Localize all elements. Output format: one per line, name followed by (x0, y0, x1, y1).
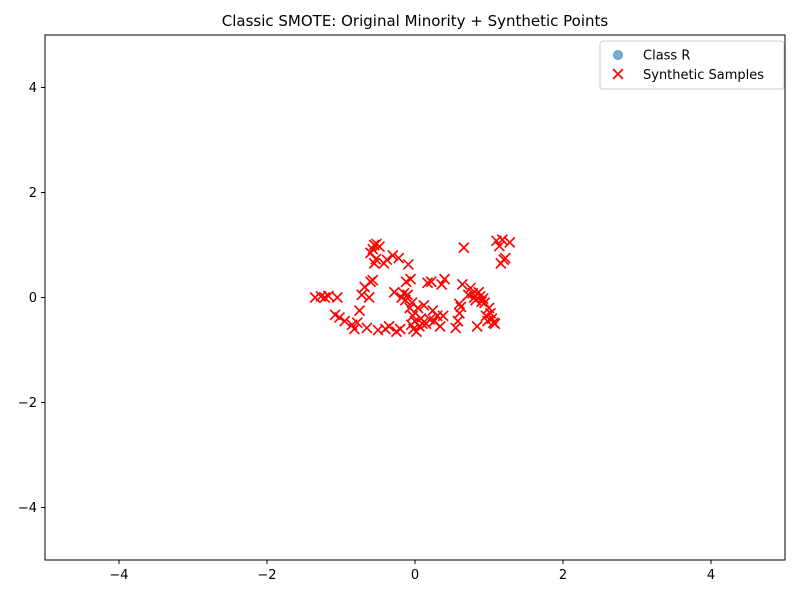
y-tick-label: −2 (18, 396, 37, 411)
legend-label-class-r: Class R (643, 49, 690, 64)
point-synthetic-samples (339, 315, 351, 327)
x-tick-label: −4 (109, 568, 128, 583)
point-synthetic-samples (393, 252, 405, 264)
point-synthetic-samples (434, 320, 446, 332)
point-synthetic-samples (422, 277, 434, 289)
point-synthetic-samples (398, 287, 410, 299)
point-synthetic-samples (387, 249, 399, 262)
point-synthetic-samples (331, 291, 343, 304)
point-synthetic-samples (333, 311, 346, 324)
x-tick-label: 2 (559, 568, 567, 583)
point-synthetic-samples (450, 322, 462, 334)
point-synthetic-samples (436, 278, 448, 290)
point-synthetic-samples (353, 305, 366, 317)
legend-label-synthetic-samples: Synthetic Samples (643, 68, 764, 83)
point-synthetic-samples (489, 318, 501, 330)
legend-box (599, 40, 785, 90)
plot-area (309, 234, 516, 338)
axes-frame (44, 34, 786, 561)
point-synthetic-samples (455, 301, 467, 313)
point-synthetic-samples (439, 273, 451, 285)
point-synthetic-samples (373, 241, 386, 253)
point-synthetic-samples (402, 289, 414, 301)
point-synthetic-samples (412, 302, 424, 314)
y-tick-label: 4 (29, 81, 37, 96)
point-synthetic-samples (458, 242, 470, 254)
y-tick-label: 0 (29, 291, 37, 306)
x-tick-label: 4 (707, 568, 715, 583)
point-synthetic-samples (388, 286, 400, 298)
point-synthetic-samples (361, 322, 373, 334)
point-synthetic-samples (425, 276, 437, 288)
point-synthetic-samples (456, 278, 468, 290)
point-synthetic-samples (322, 290, 334, 302)
point-synthetic-samples (363, 291, 375, 304)
point-synthetic-samples (496, 234, 508, 246)
point-synthetic-samples (348, 323, 360, 335)
chart-title: Classic SMOTE: Original Minority + Synth… (222, 12, 609, 30)
point-synthetic-samples (416, 318, 428, 330)
point-synthetic-samples (437, 310, 449, 322)
point-synthetic-samples (319, 291, 331, 304)
point-synthetic-samples (402, 258, 414, 270)
point-synthetic-samples (367, 274, 379, 286)
point-synthetic-samples (499, 252, 511, 264)
legend: Class R Synthetic Samples (599, 40, 785, 90)
point-synthetic-samples (356, 289, 368, 301)
point-synthetic-samples (381, 254, 393, 266)
y-tick-label: 2 (29, 186, 37, 201)
point-synthetic-samples (418, 299, 430, 311)
y-tick-label: −4 (18, 501, 37, 516)
point-synthetic-samples (504, 236, 516, 248)
point-synthetic-samples (493, 240, 505, 252)
x-tick-label: −2 (257, 568, 276, 583)
point-synthetic-samples (471, 320, 483, 332)
point-synthetic-samples (351, 317, 363, 329)
point-synthetic-samples (383, 320, 395, 332)
point-synthetic-samples (453, 298, 465, 310)
point-synthetic-samples (394, 323, 406, 335)
point-synthetic-samples (404, 273, 417, 285)
axes: −4 −2 0 2 4 −4 −2 0 2 4 (18, 34, 786, 583)
legend-marker-synthetic-samples (612, 68, 624, 80)
x-tick-label: 0 (411, 568, 419, 583)
point-synthetic-samples (410, 326, 423, 338)
legend-marker-class-r (613, 50, 623, 60)
